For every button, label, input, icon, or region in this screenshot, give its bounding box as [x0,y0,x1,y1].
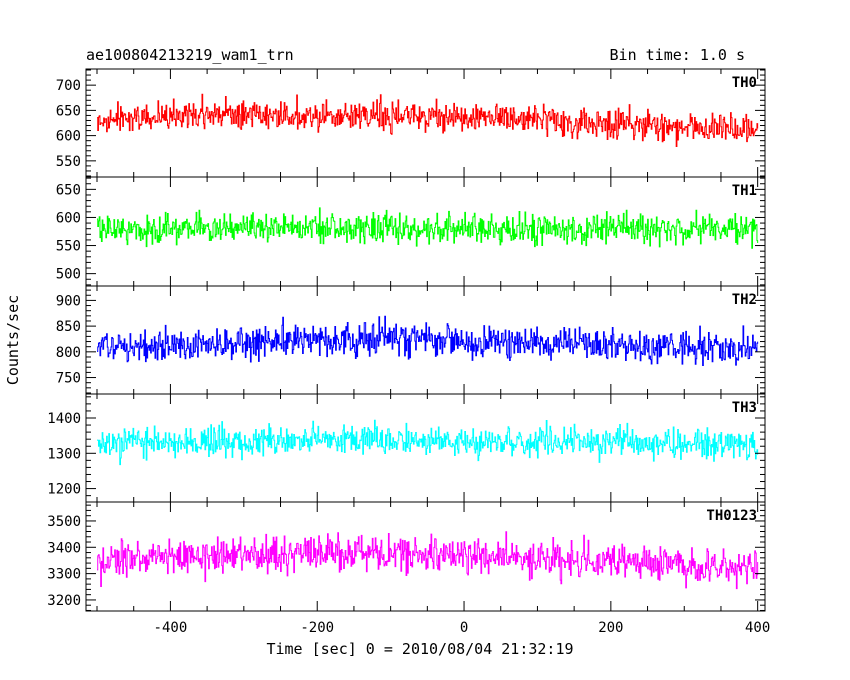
y-tick-label: 3300 [47,567,81,583]
panel-th1: 500 550 600 650 TH1 [56,176,766,287]
panel-frame [85,501,766,612]
y-tick-label: 3500 [47,514,81,530]
y-tick-label: 3400 [47,540,81,556]
y-axis-label: Counts/sec [4,295,22,385]
panel-label-th3: TH3 [732,400,757,416]
y-tick-label: 550 [56,154,81,170]
panel-label-th2: TH2 [732,292,757,308]
y-tick-label: 750 [56,371,81,387]
series-line-th1 [97,207,759,249]
panel-th3: 1200 1300 1400 TH3 [47,393,766,503]
x-tick-label: -200 [300,620,334,636]
y-tick-label: 3200 [47,593,81,609]
y-tick-label: 550 [56,239,81,255]
y-tick-label: 900 [56,293,81,309]
x-tick-label: 200 [598,620,623,636]
x-tick-label: 400 [745,620,770,636]
x-axis-label: Time [sec] 0 = 2010/08/04 21:32:19 [266,640,573,658]
panel-th0: 550 600 650 700 TH0 [56,68,766,178]
chart-title-right: Bin time: 1.0 s [610,46,745,64]
panel-th0123: 3200 3300 3400 3500 TH0123 [47,501,766,612]
panel-label-th0: TH0 [732,75,757,91]
panel-label-th1: TH1 [732,183,757,199]
y-tick-label: 1300 [47,446,81,462]
series-line-th2 [97,315,759,367]
y-tick-label: 600 [56,210,81,226]
x-tick-label: 0 [460,620,468,636]
y-tick-label: 650 [56,103,81,119]
series-line-th0123 [97,531,759,590]
x-axis: -400 -200 0 200 400 [154,620,771,636]
panel-label-th0123: TH0123 [706,508,757,524]
panel-th2: 750 800 850 900 TH2 [56,285,766,395]
y-tick-label: 700 [56,78,81,94]
y-tick-label: 500 [56,267,81,283]
x-tick-label: -400 [154,620,188,636]
y-tick-label: 800 [56,345,81,361]
series-line-th0 [97,93,759,147]
y-tick-label: 650 [56,182,81,198]
y-tick-label: 600 [56,129,81,145]
panels-group: 550 600 650 700 TH0 500 550 600 650 TH1 750 800 850 9… [47,68,766,612]
chart-title-left: ae100804213219_wam1_trn [86,46,294,64]
y-tick-label: 850 [56,319,81,335]
series-line-th3 [97,419,759,466]
y-tick-label: 1400 [47,411,81,427]
y-tick-label: 1200 [47,482,81,498]
